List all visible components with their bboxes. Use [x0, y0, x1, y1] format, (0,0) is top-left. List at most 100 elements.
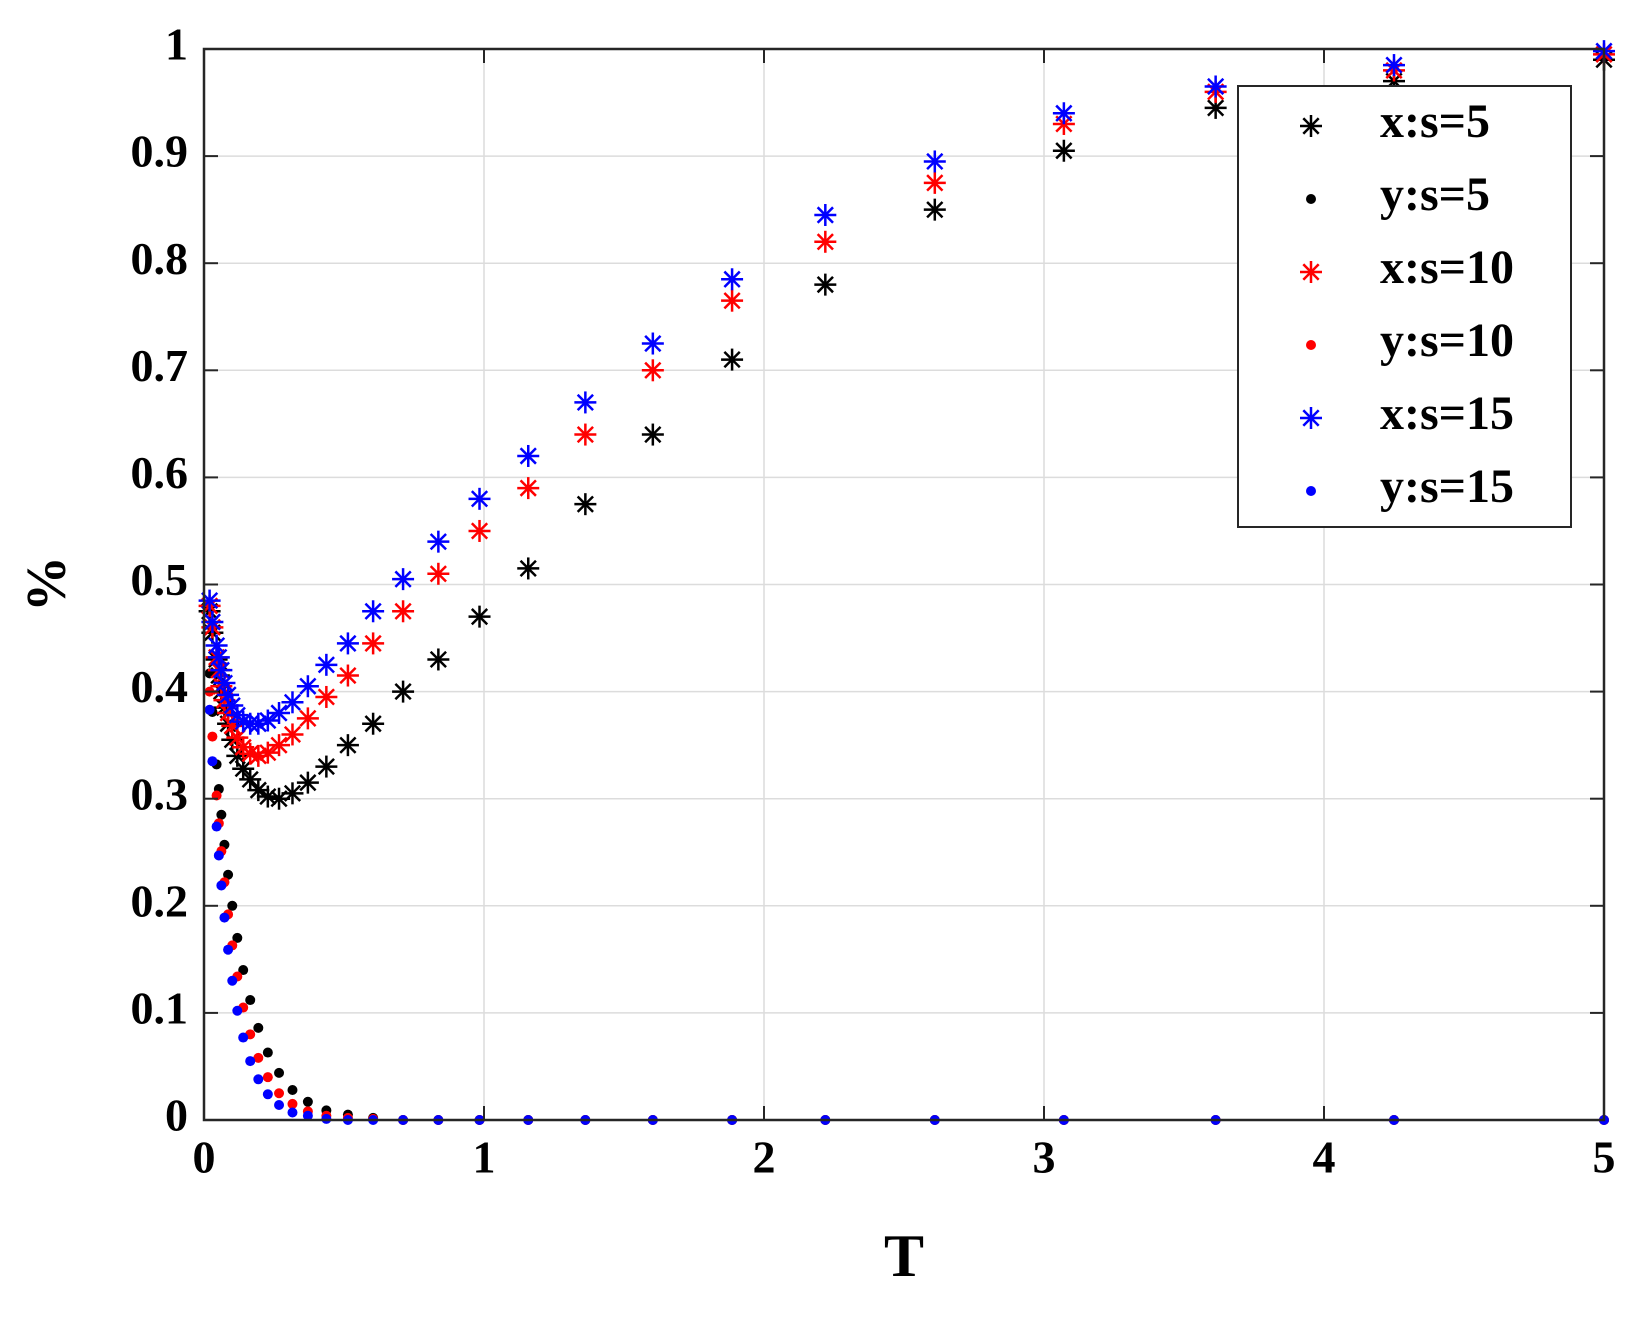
legend: x:s=5 y:s=5 x:s=10 y:s=10 x:s=15 y:s=15: [1237, 85, 1572, 528]
legend-label: x:s=5: [1380, 95, 1490, 148]
data-point: [427, 562, 450, 585]
asterisk-stroke: [228, 706, 246, 724]
data-point: [923, 198, 946, 221]
data-point: [468, 605, 491, 628]
asterisk-stroke: [394, 683, 412, 701]
data-point: [238, 965, 249, 976]
data-point: [1052, 139, 1075, 162]
asterisk-stroke: [299, 677, 317, 695]
data-point: [219, 912, 230, 923]
x-tick-label: 3: [1033, 1132, 1056, 1183]
data-point: [274, 1100, 285, 1111]
data-point: [262, 1072, 273, 1083]
data-point: [574, 423, 597, 446]
asterisk-stroke: [576, 495, 594, 513]
asterisk-stroke: [926, 174, 944, 192]
data-point: [574, 391, 597, 414]
data-point: [253, 1022, 264, 1033]
legend-label: y:s=5: [1380, 168, 1490, 221]
asterisk-stroke: [816, 233, 834, 251]
data-point: [253, 1074, 264, 1085]
data-point: [232, 1005, 243, 1016]
data-point: [517, 477, 540, 500]
data-point: [198, 589, 221, 612]
data-point: [362, 600, 385, 623]
data-point: [1204, 75, 1227, 98]
asterisk-stroke: [283, 693, 302, 711]
data-point: [468, 519, 491, 542]
data-point: [392, 680, 415, 703]
data-point: [1204, 96, 1227, 119]
asterisk-stroke: [208, 636, 226, 655]
data-point: [315, 685, 338, 708]
data-point: [238, 1032, 249, 1043]
asterisk-stroke: [317, 757, 335, 776]
data-point: [213, 850, 224, 861]
data-point: [302, 1096, 313, 1107]
asterisk-stroke: [926, 201, 944, 219]
y-tick-label: 0.9: [131, 126, 189, 177]
data-point: [296, 675, 319, 698]
legend-marker: [1306, 340, 1316, 350]
data-point: [302, 1110, 313, 1121]
y-tick-label: 0.4: [131, 661, 189, 712]
x-tick-label: 0: [193, 1132, 216, 1183]
asterisk-stroke: [519, 447, 537, 465]
y-tick-label: 0.2: [131, 875, 189, 926]
data-point: [245, 1056, 256, 1067]
data-point: [641, 332, 664, 355]
asterisk-stroke: [1207, 77, 1225, 96]
asterisk-stroke: [219, 686, 237, 704]
legend-marker: [1306, 486, 1316, 496]
data-point: [362, 712, 385, 735]
data-point: [287, 1098, 298, 1109]
data-point: [207, 756, 218, 767]
data-point: [201, 610, 224, 633]
asterisk-stroke: [470, 522, 489, 540]
asterisk-stroke: [259, 787, 277, 806]
data-point: [923, 150, 946, 173]
data-point: [296, 771, 319, 794]
data-point: [211, 821, 222, 832]
asterisk-stroke: [203, 613, 221, 631]
data-point: [468, 487, 491, 510]
asterisk-stroke: [1302, 409, 1320, 427]
data-point: [207, 731, 218, 742]
data-point: [427, 648, 450, 671]
data-point: [205, 634, 228, 657]
data-point: [574, 493, 597, 516]
x-tick-label: 1: [473, 1132, 496, 1183]
data-point: [232, 932, 243, 943]
asterisk-stroke: [1055, 104, 1073, 122]
legend-marker: [1300, 407, 1322, 429]
data-point: [721, 268, 744, 291]
asterisk-stroke: [249, 781, 267, 799]
asterisk-stroke: [270, 704, 288, 722]
data-point: [1052, 102, 1075, 125]
y-tick-label: 0.3: [131, 768, 189, 819]
data-point: [315, 755, 338, 778]
x-tick-label: 2: [753, 1132, 776, 1183]
data-point: [227, 975, 238, 986]
asterisk-stroke: [644, 361, 662, 379]
y-tick-label: 0.5: [131, 554, 189, 605]
data-point: [814, 273, 837, 296]
data-point: [392, 568, 415, 591]
marks: [198, 40, 1615, 1125]
data-point: [296, 707, 319, 730]
y-tick-label: 1: [165, 19, 188, 70]
asterisk-stroke: [317, 656, 335, 674]
asterisk-stroke: [339, 736, 357, 754]
asterisk-stroke: [519, 479, 537, 497]
data-point: [336, 734, 359, 757]
data-point: [256, 785, 279, 808]
asterisk-stroke: [816, 276, 834, 294]
asterisk-stroke: [234, 738, 252, 756]
asterisk-stroke: [429, 533, 447, 551]
asterisk-stroke: [926, 152, 944, 171]
data-point: [427, 530, 450, 553]
asterisk-stroke: [339, 634, 357, 652]
data-point: [213, 672, 236, 695]
asterisk-stroke: [1385, 56, 1403, 74]
